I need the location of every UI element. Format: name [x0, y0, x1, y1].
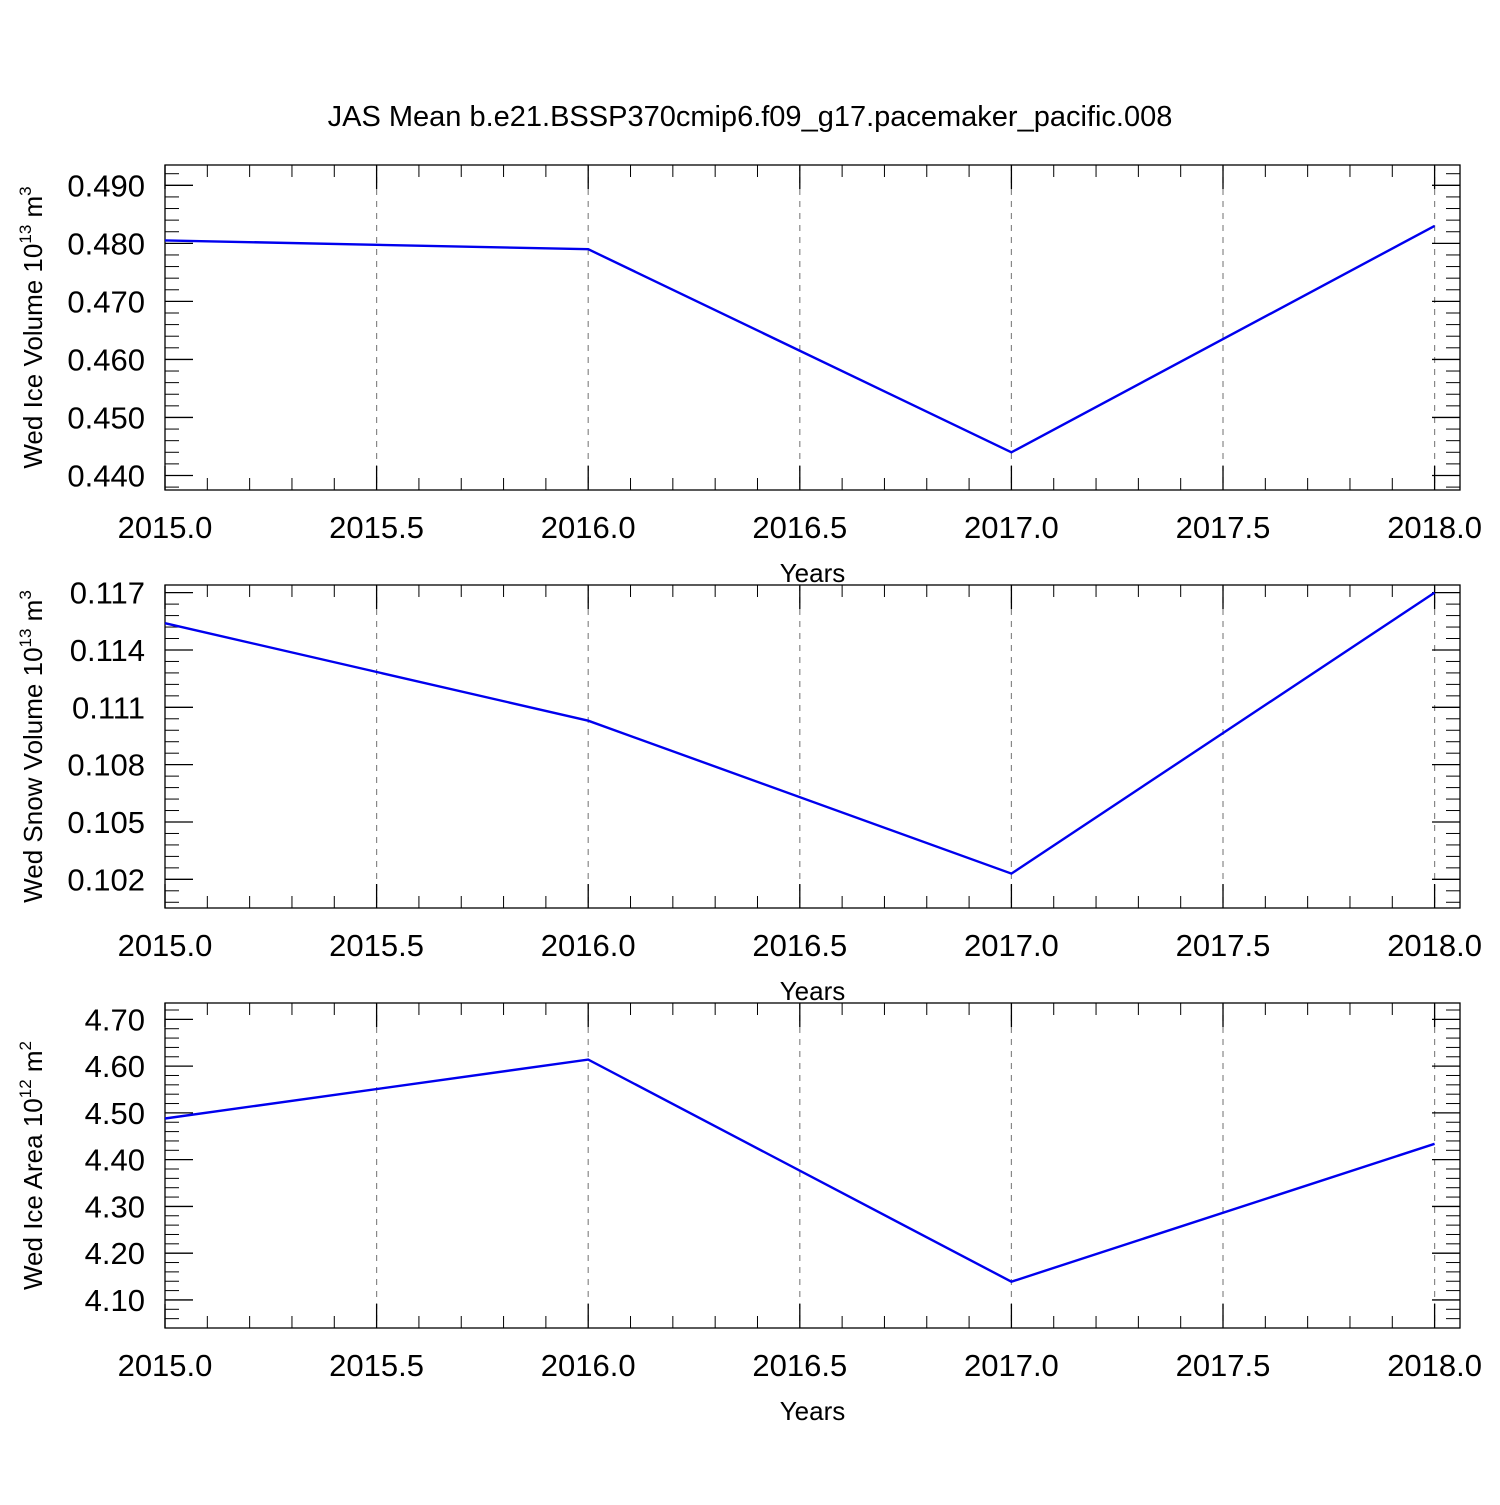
y-tick-label: 4.10: [85, 1283, 145, 1318]
x-tick-label: 2017.0: [964, 1348, 1059, 1383]
x-tick-label: 2018.0: [1387, 928, 1482, 963]
y-tick-label: 0.111: [72, 690, 145, 725]
y-tick-label: 0.460: [67, 342, 145, 377]
plot-frame: [165, 165, 1460, 490]
chart-title: JAS Mean b.e21.BSSP370cmip6.f09_g17.pace…: [328, 101, 1173, 133]
y-tick-label: 0.114: [70, 633, 145, 668]
x-tick-label: 2015.0: [118, 1348, 213, 1383]
y-tick-label: 0.480: [67, 226, 145, 261]
y-tick-label: 0.105: [67, 805, 145, 840]
chart-panel-3: 2015.0 2015.5 2016.0 2016.5 2017.0 2017.5 2018…: [16, 1002, 1482, 1426]
chart-panel-2: 2015.0 2015.5 2016.0 2016.5 2017.0 2017.5 2018…: [16, 576, 1482, 1006]
x-tick-label: 2015.0: [118, 510, 213, 545]
plot-frame: [165, 585, 1460, 908]
y-tick-label: 0.108: [67, 748, 145, 783]
x-tick-label: 2017.5: [1176, 1348, 1271, 1383]
y-tick-label: 0.440: [67, 458, 145, 493]
x-tick-label: 2016.5: [752, 510, 847, 545]
plot-frame: [165, 1003, 1460, 1328]
y-tick-label: 4.60: [85, 1049, 145, 1084]
x-tick-label: 2016.0: [541, 1348, 636, 1383]
y-tick-label: 4.50: [85, 1096, 145, 1131]
x-axis-label: Years: [780, 976, 846, 1006]
y-tick-label: 0.102: [67, 862, 145, 897]
x-tick-label: 2016.5: [752, 1348, 847, 1383]
x-axis-label: Years: [780, 1396, 846, 1426]
x-tick-label: 2016.0: [541, 928, 636, 963]
x-tick-label: 2017.5: [1176, 928, 1271, 963]
y-axis-label: Wed Snow Volume 1013 m3: [16, 590, 48, 903]
y-tick-label: 0.490: [67, 168, 145, 203]
x-axis-label: Years: [780, 558, 846, 588]
y-tick-label: 4.40: [85, 1143, 145, 1178]
y-tick-label: 4.20: [85, 1236, 145, 1271]
chart-panel-1: 2015.0 2015.5 2016.0 2016.5 2017.0 2017.5 2018…: [16, 165, 1482, 588]
x-tick-label: 2017.0: [964, 510, 1059, 545]
x-tick-label: 2017.5: [1176, 510, 1271, 545]
x-tick-label: 2016.0: [541, 510, 636, 545]
x-tick-label: 2015.0: [118, 928, 213, 963]
y-tick-label: 0.470: [67, 284, 145, 319]
y-axis-label: Wed Ice Volume 1013 m3: [16, 186, 48, 468]
x-tick-label: 2015.5: [329, 928, 424, 963]
x-tick-label: 2015.5: [329, 1348, 424, 1383]
y-tick-label: 0.450: [67, 400, 145, 435]
y-tick-label: 4.70: [85, 1002, 145, 1037]
x-tick-label: 2018.0: [1387, 1348, 1482, 1383]
x-tick-label: 2018.0: [1387, 510, 1482, 545]
x-tick-label: 2017.0: [964, 928, 1059, 963]
x-tick-label: 2015.5: [329, 510, 424, 545]
y-tick-label: 4.30: [85, 1189, 145, 1224]
x-tick-label: 2016.5: [752, 928, 847, 963]
y-axis-label: Wed Ice Area 1012 m2: [16, 1041, 48, 1290]
y-tick-label: 0.117: [70, 576, 145, 611]
